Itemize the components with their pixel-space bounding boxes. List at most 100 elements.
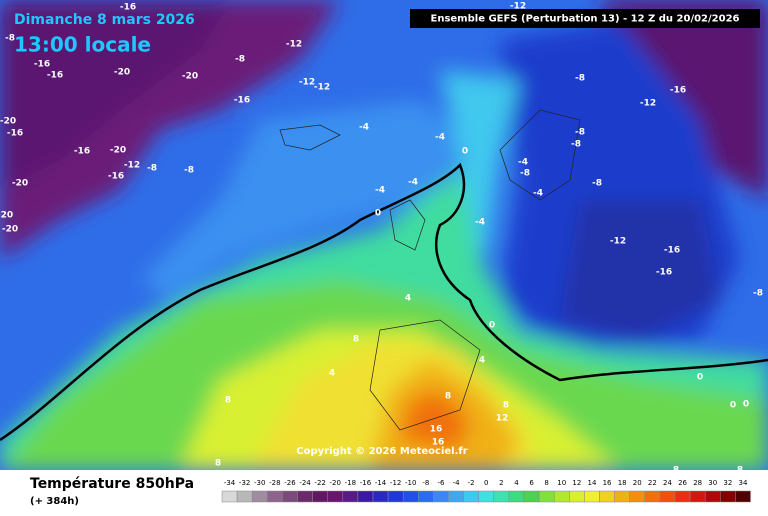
colorbar-label: -24 — [299, 479, 311, 487]
colorbar-cell — [493, 490, 510, 503]
contour-label: -20 — [0, 117, 16, 127]
colorbar-label: -4 — [453, 479, 461, 487]
colorbar-label: -22 — [314, 479, 325, 487]
colorbar-cell — [720, 490, 736, 503]
contour-label: -20 — [110, 146, 126, 156]
colorbar-label: 28 — [693, 479, 702, 487]
contour-label: -12 — [610, 237, 626, 247]
colorbar-cell — [508, 490, 525, 503]
contour-label: -4 — [375, 186, 385, 196]
colorbar-cell — [553, 490, 570, 503]
colorbar-label: 2 — [499, 479, 503, 487]
colorbar-cell — [538, 490, 555, 503]
contour-label: -8 — [571, 140, 581, 150]
colorbar-label: 8 — [544, 479, 548, 487]
contour-label: -16 — [120, 3, 136, 13]
colorbar-cell — [282, 490, 298, 503]
colorbar-label: 34 — [738, 479, 747, 487]
contour-label: -4 — [435, 133, 445, 143]
contour-label: 0 — [375, 209, 381, 219]
contour-label: 8 — [215, 459, 221, 469]
colorbar-label: 18 — [618, 479, 627, 487]
footer-title: Température 850hPa — [30, 476, 194, 492]
contour-label: 8 — [673, 466, 679, 476]
colorbar-label: 0 — [484, 479, 488, 487]
contour-label: -4 — [475, 218, 485, 228]
colorbar-cell — [704, 490, 721, 503]
contour-label: 16 — [432, 438, 445, 448]
colorbar-cell — [236, 490, 253, 503]
contour-label: -12 — [510, 2, 526, 12]
contour-label: -8 — [147, 164, 157, 174]
colorbar-cell — [463, 490, 479, 503]
colorbar-cell — [674, 490, 691, 503]
contour-label: -8 — [575, 128, 585, 138]
contour-label: -8 — [753, 289, 763, 299]
contour-label: -16 — [234, 96, 250, 106]
colorbar-cell — [629, 490, 646, 503]
colorbar-label: 32 — [723, 479, 732, 487]
contour-label: 0 — [730, 401, 736, 411]
colorbar-label: 4 — [514, 479, 519, 487]
contour-label: -8 — [235, 55, 245, 65]
contour-label: -20 — [182, 72, 198, 82]
colorbar-cell — [402, 490, 419, 503]
contour-label: -20 — [114, 68, 130, 78]
contour-label: -4 — [533, 189, 543, 199]
contour-label: -12 — [640, 99, 656, 109]
colorbar-cell — [418, 490, 434, 503]
colorbar-label: -2 — [468, 479, 475, 487]
colorbar-label: 12 — [572, 479, 581, 487]
colorbar-cell — [297, 490, 313, 503]
colorbar-label: 22 — [648, 479, 657, 487]
colorbar-cell — [357, 490, 374, 503]
contour-label: 12 — [496, 414, 509, 424]
colorbar-label: -26 — [284, 479, 296, 487]
colorbar-cell — [644, 490, 661, 503]
lead-time: (+ 384h) — [30, 496, 79, 507]
colorbar-cell — [659, 490, 676, 503]
contour-label: 0 — [697, 373, 703, 383]
colorbar-label: -16 — [360, 479, 372, 487]
colorbar-label: 14 — [587, 479, 596, 487]
colorbar-cell — [584, 490, 600, 503]
contour-label: 8 — [225, 396, 231, 406]
colorbar-cell — [387, 490, 404, 503]
colorbar-cell — [523, 490, 540, 503]
contour-label: 8 — [737, 466, 743, 476]
colorbar-label: 16 — [603, 479, 612, 487]
colorbar-label: -6 — [437, 479, 445, 487]
colorbar-cell — [689, 490, 706, 503]
contour-label: 16 — [430, 425, 443, 435]
colorbar-label: -18 — [345, 479, 356, 487]
colorbar-label: -34 — [224, 479, 236, 487]
colorbar-label: -14 — [375, 479, 387, 487]
contour-label: 4 — [479, 356, 485, 366]
colorbar-cell — [251, 490, 268, 503]
colorbar-cell — [433, 490, 449, 503]
contour-label: -12 — [299, 78, 315, 88]
contour-label: 0 — [743, 400, 749, 410]
contour-label: -20 — [0, 211, 13, 221]
contour-label: -8 — [575, 74, 585, 84]
contour-label: -16 — [656, 268, 672, 278]
contour-label: -8 — [520, 169, 530, 179]
colorbar-label: 30 — [708, 479, 717, 487]
colorbar-label: -12 — [390, 479, 401, 487]
colorbar-cell — [569, 490, 585, 503]
colorbar-label: 20 — [633, 479, 642, 487]
colorbar-cell — [735, 490, 751, 503]
colorbar-label: 6 — [529, 479, 534, 487]
colorbar-cell — [599, 490, 615, 503]
temperature-field — [0, 0, 768, 470]
colorbar-label: -20 — [330, 479, 341, 487]
contour-label: 8 — [503, 401, 509, 411]
contour-label: -16 — [34, 60, 50, 70]
colorbar-label: -28 — [269, 479, 280, 487]
colorbar-label: -10 — [405, 479, 416, 487]
colorbar-label: -8 — [422, 479, 429, 487]
contour-label: -8 — [5, 34, 15, 44]
copyright: Copyright © 2026 Meteociel.fr — [296, 446, 467, 457]
model-info: Ensemble GEFS (Perturbation 13) - 12 Z d… — [431, 14, 740, 25]
